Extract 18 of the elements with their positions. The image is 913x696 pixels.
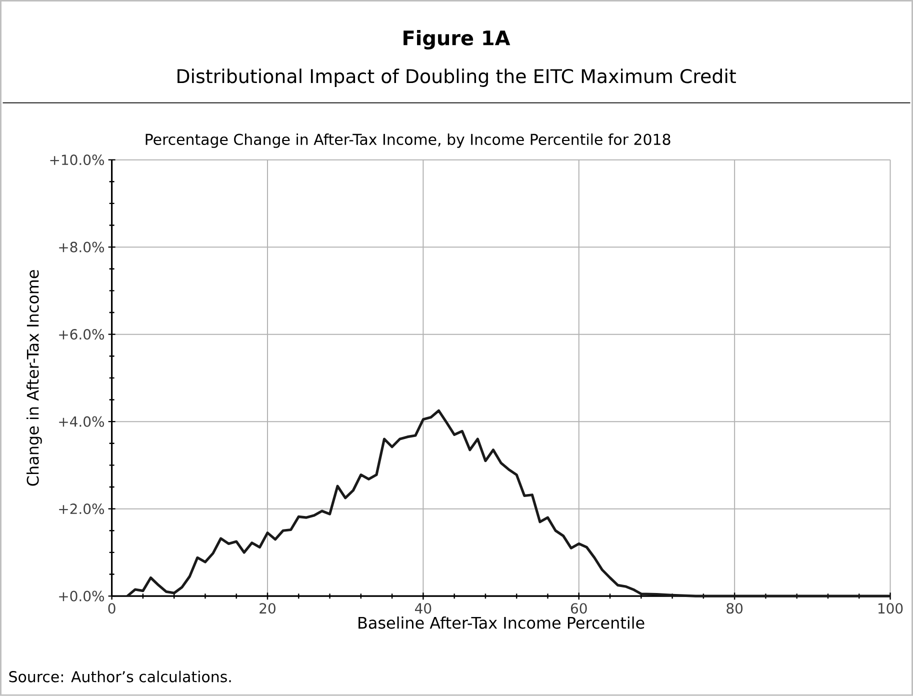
chart-title: Figure 1A — [404, 30, 510, 50]
y-tick-label: +0.0% — [59, 590, 104, 602]
source-note: Source: Author’s calculations. — [9, 670, 231, 682]
x-tick-label: 100 — [878, 603, 903, 614]
x-tick-label: 0 — [108, 603, 116, 614]
y-tick-label: +6.0% — [59, 329, 104, 340]
x-tick-label: 80 — [726, 603, 743, 614]
x-tick-label: 40 — [415, 603, 432, 614]
y-tick-label: +2.0% — [59, 504, 104, 514]
y-tick-label: +10.0% — [50, 154, 104, 166]
y-tick-label: +4.0% — [59, 416, 104, 427]
y-tick-label: +8.0% — [59, 242, 104, 252]
x-tick-label: 60 — [570, 603, 587, 614]
x-axis-title: Baseline After-Tax Income Percentile — [358, 616, 644, 629]
x-tick-label: 20 — [260, 603, 276, 614]
y-axis-title: Change in After-Tax Income — [26, 270, 42, 486]
text: Percentage Change in After-Tax Income, by Income Percentile for 2018 — [146, 134, 670, 148]
chart-subtitle: Distributional Impact of Doubling the EITC Maximum Credit — [178, 68, 736, 88]
